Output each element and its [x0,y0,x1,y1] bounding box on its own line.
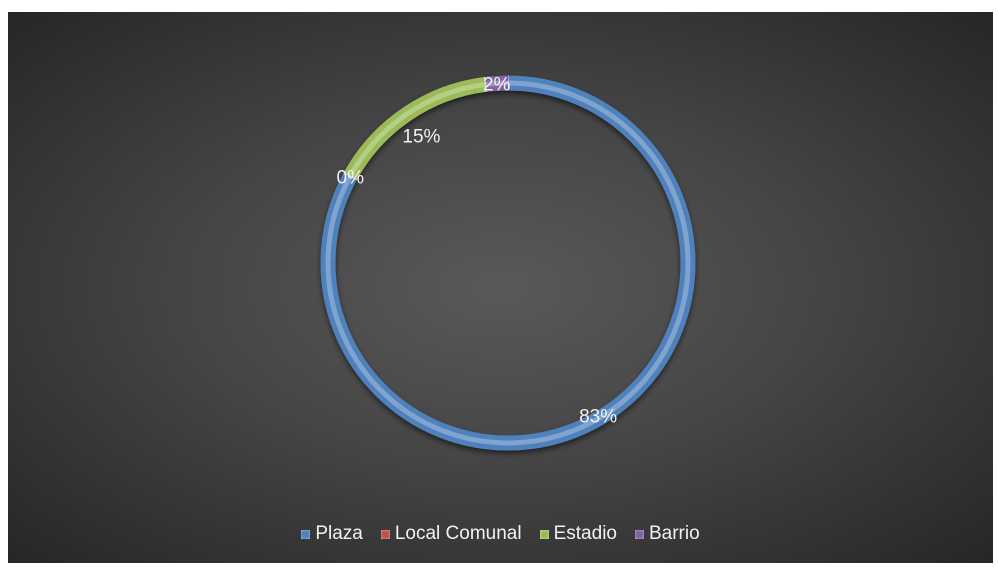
donut-slice-separator-barrio [484,76,487,92]
data-label-local-comunal: 0% [337,167,365,188]
legend-swatch-barrio [634,529,644,539]
chart-area: 83% 0% 15% 2% Plaza Local Comunal Estadio B… [8,12,993,563]
data-label-estadio: 15% [402,127,440,148]
data-label-barrio: 2% [483,74,511,95]
legend-label-plaza: Plaza [315,523,363,544]
legend-item-barrio: Barrio [634,523,700,545]
legend-swatch-local-comunal [380,529,390,539]
legend-swatch-plaza [301,529,311,539]
donut-slice-highlight-barrio [325,80,691,446]
donut-slice-separator-estadio [343,172,358,181]
legend-item-estadio: Estadio [539,523,617,545]
legend-label-barrio: Barrio [648,523,700,544]
legend-label-local-comunal: Local Comunal [394,523,522,544]
legend-label-estadio: Estadio [553,523,617,544]
data-label-plaza: 83% [579,406,617,427]
legend-swatch-estadio [539,529,549,539]
legend-item-local-comunal: Local Comunal [380,523,522,545]
chart-legend: Plaza Local Comunal Estadio Barrio [8,523,993,545]
donut-chart: 83% 0% 15% 2% [320,74,696,451]
legend-item-plaza: Plaza [301,523,363,545]
